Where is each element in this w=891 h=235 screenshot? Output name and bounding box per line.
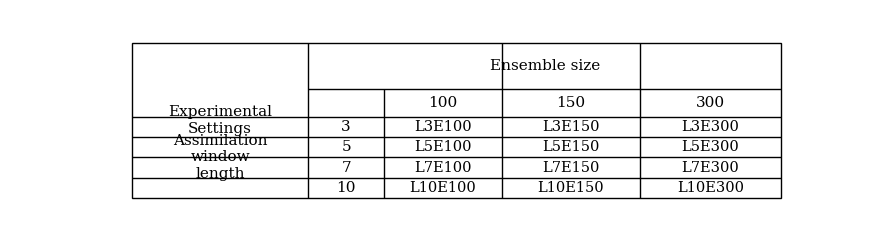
Text: Ensemble size: Ensemble size — [489, 59, 600, 73]
Text: 150: 150 — [556, 96, 585, 110]
Text: 5: 5 — [341, 140, 351, 154]
Text: L3E300: L3E300 — [682, 120, 740, 134]
Text: 300: 300 — [696, 96, 725, 110]
Text: Experimental
Settings: Experimental Settings — [168, 105, 272, 136]
Text: L3E100: L3E100 — [414, 120, 471, 134]
Text: 10: 10 — [337, 181, 356, 195]
Text: L7E100: L7E100 — [414, 161, 471, 175]
Text: L7E150: L7E150 — [542, 161, 600, 175]
Text: 3: 3 — [341, 120, 351, 134]
Text: 7: 7 — [341, 161, 351, 175]
Text: L10E150: L10E150 — [537, 181, 604, 195]
Text: L5E300: L5E300 — [682, 140, 740, 154]
Text: L7E300: L7E300 — [682, 161, 740, 175]
Text: 100: 100 — [429, 96, 457, 110]
Text: Assimilation
window
length: Assimilation window length — [173, 134, 267, 181]
Text: L10E300: L10E300 — [677, 181, 744, 195]
Bar — [132, 43, 781, 198]
Text: L5E150: L5E150 — [542, 140, 600, 154]
Text: L5E100: L5E100 — [414, 140, 471, 154]
Text: L10E100: L10E100 — [410, 181, 476, 195]
Text: L3E150: L3E150 — [542, 120, 600, 134]
